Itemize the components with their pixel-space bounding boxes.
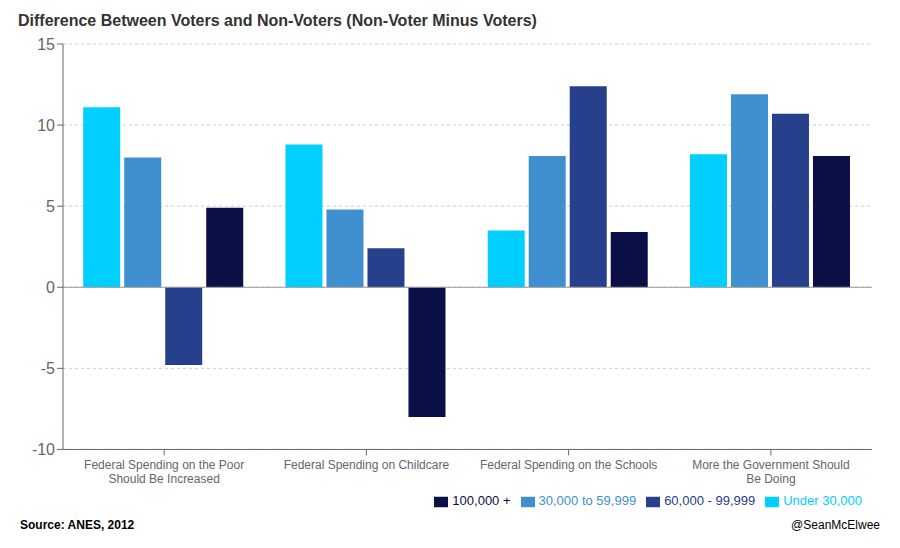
svg-text:Federal Spending on the School: Federal Spending on the Schools [480, 458, 657, 472]
html-text:60,000 - 99,999: 60,000 - 99,999 [664, 493, 756, 509]
svg-text:Federal Spending on Childcare: Federal Spending on Childcare [284, 458, 450, 472]
svg-text:15: 15 [37, 36, 55, 53]
svg-text:-10: -10 [32, 441, 55, 458]
svg-text:5: 5 [46, 198, 55, 215]
html-text:Source: ANES, 2012: Source: ANES, 2012 [20, 518, 135, 532]
html-text:Difference Between Voters and: Difference Between Voters and Non-Voters… [18, 12, 537, 29]
html-text:100,000 +: 100,000 + [452, 493, 511, 509]
svg-text:More the Government ShouldBe D: More the Government ShouldBe Doing [692, 458, 849, 486]
svg-text:0: 0 [46, 279, 55, 296]
html-text:@SeanMcElwee: @SeanMcElwee [791, 518, 880, 532]
svg-text:10: 10 [37, 117, 55, 134]
svg-text:-5: -5 [41, 360, 55, 377]
svg-text:Federal Spending on the PoorSh: Federal Spending on the PoorShould Be In… [84, 458, 244, 486]
html-text:30,000 to 59,999: 30,000 to 59,999 [538, 493, 637, 509]
html-text:Under 30,000: Under 30,000 [783, 493, 862, 509]
